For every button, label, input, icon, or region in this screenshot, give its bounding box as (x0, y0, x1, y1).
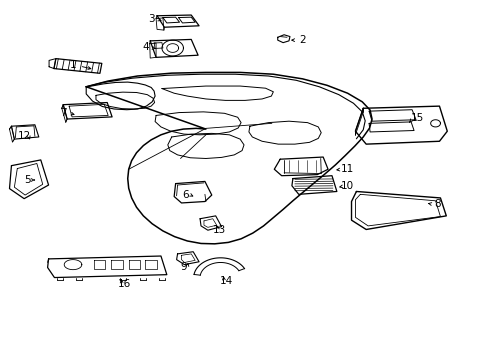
Text: 8: 8 (435, 199, 441, 210)
Text: 10: 10 (341, 181, 354, 192)
Text: 13: 13 (213, 225, 226, 235)
Text: 1: 1 (70, 60, 76, 70)
Text: 3: 3 (148, 14, 154, 24)
Text: 6: 6 (182, 190, 189, 200)
Text: 16: 16 (118, 279, 131, 289)
Text: 12: 12 (18, 131, 31, 141)
Text: 15: 15 (410, 113, 424, 123)
Text: 4: 4 (142, 42, 148, 52)
Text: 9: 9 (180, 262, 187, 272)
Text: 2: 2 (299, 35, 306, 45)
Text: 14: 14 (220, 276, 233, 286)
Text: 5: 5 (24, 175, 31, 185)
Text: 11: 11 (341, 164, 354, 174)
Text: 7: 7 (60, 108, 67, 118)
